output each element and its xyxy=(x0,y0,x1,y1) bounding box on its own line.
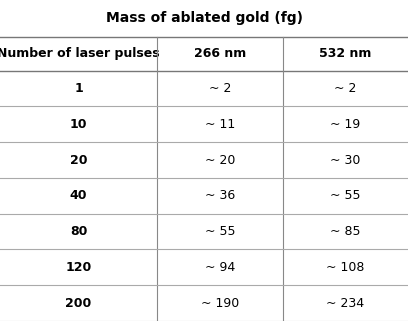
Text: ~ 20: ~ 20 xyxy=(205,153,235,167)
Text: 40: 40 xyxy=(70,189,87,202)
Text: 1: 1 xyxy=(74,82,83,95)
Text: 80: 80 xyxy=(70,225,87,238)
Text: ~ 55: ~ 55 xyxy=(205,225,235,238)
Bar xyxy=(0,178,408,214)
Text: 200: 200 xyxy=(65,297,92,310)
Text: 120: 120 xyxy=(65,261,92,274)
Text: Mass of ablated gold (fg): Mass of ablated gold (fg) xyxy=(106,12,302,25)
Text: ~ 36: ~ 36 xyxy=(205,189,235,202)
Text: ~ 234: ~ 234 xyxy=(326,297,364,310)
Text: ~ 19: ~ 19 xyxy=(330,118,361,131)
Bar xyxy=(0,37,408,71)
Text: 10: 10 xyxy=(70,118,87,131)
Text: ~ 55: ~ 55 xyxy=(330,189,361,202)
Text: ~ 2: ~ 2 xyxy=(334,82,357,95)
Text: ~ 94: ~ 94 xyxy=(205,261,235,274)
Text: ~ 85: ~ 85 xyxy=(330,225,361,238)
Text: ~ 30: ~ 30 xyxy=(330,153,361,167)
Text: 266 nm: 266 nm xyxy=(194,47,246,60)
Bar xyxy=(0,249,408,285)
Bar xyxy=(0,214,408,249)
Bar xyxy=(0,285,408,321)
Text: ~ 108: ~ 108 xyxy=(326,261,365,274)
Text: Number of laser pulses: Number of laser pulses xyxy=(0,47,160,60)
Bar xyxy=(0,142,408,178)
Text: 532 nm: 532 nm xyxy=(319,47,372,60)
Bar xyxy=(0,71,408,106)
Bar xyxy=(0,106,408,142)
Bar xyxy=(0,0,408,37)
Text: ~ 2: ~ 2 xyxy=(209,82,231,95)
Text: 20: 20 xyxy=(70,153,87,167)
Text: ~ 11: ~ 11 xyxy=(205,118,235,131)
Text: ~ 190: ~ 190 xyxy=(201,297,239,310)
